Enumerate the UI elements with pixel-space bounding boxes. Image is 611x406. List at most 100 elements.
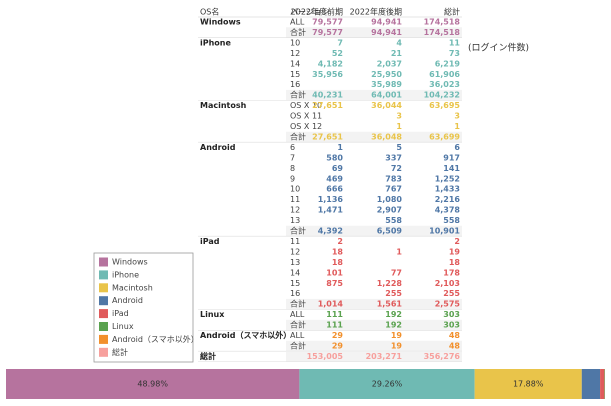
version-cell: 合計 bbox=[290, 27, 306, 37]
version-cell: 合計 bbox=[290, 320, 306, 330]
value-cell: 52 bbox=[332, 49, 343, 58]
value-cell: 1,014 bbox=[318, 300, 344, 309]
value-cell: 2 bbox=[454, 237, 460, 246]
value-cell: 303 bbox=[443, 321, 460, 330]
version-cell: ALL bbox=[290, 310, 305, 319]
legend-label: Android（スマホ以外） bbox=[112, 334, 199, 344]
value-cell: 767 bbox=[385, 185, 402, 194]
value-cell: 1,080 bbox=[377, 195, 403, 204]
header-cell: 2022年度前期 bbox=[291, 7, 343, 17]
value-cell: 64,001 bbox=[371, 91, 402, 100]
value-cell: 2,907 bbox=[377, 206, 402, 215]
legend-label: iPad bbox=[112, 309, 129, 318]
value-cell: 29 bbox=[332, 341, 344, 350]
version-cell: 12 bbox=[290, 206, 300, 215]
share-segment bbox=[474, 369, 582, 399]
value-cell: 11 bbox=[449, 38, 461, 47]
sum-row-bg bbox=[286, 131, 462, 143]
value-cell: 69 bbox=[332, 164, 344, 173]
version-cell: 15 bbox=[290, 279, 300, 288]
value-cell: 4,182 bbox=[318, 59, 343, 68]
sum-row-bg bbox=[286, 225, 462, 237]
value-cell: 5 bbox=[396, 143, 402, 152]
value-cell: 558 bbox=[443, 216, 460, 225]
value-cell: 1,471 bbox=[318, 206, 344, 215]
value-cell: 192 bbox=[385, 310, 402, 319]
version-cell: 14 bbox=[290, 268, 300, 277]
value-cell: 356,276 bbox=[424, 352, 461, 361]
share-label: 17.88% bbox=[513, 380, 544, 389]
version-cell: 11 bbox=[290, 237, 300, 246]
version-cell: 12 bbox=[290, 247, 300, 256]
value-cell: 6,509 bbox=[377, 227, 403, 236]
value-cell: 875 bbox=[326, 279, 343, 288]
share-segment bbox=[604, 369, 605, 399]
version-cell: 合計 bbox=[290, 226, 306, 236]
value-cell: 36,044 bbox=[371, 101, 402, 110]
value-cell: 2,037 bbox=[377, 59, 402, 68]
version-cell: 合計 bbox=[290, 131, 306, 141]
legend-swatch bbox=[99, 257, 108, 267]
value-cell: 27,651 bbox=[312, 101, 343, 110]
legend-label: Macintosh bbox=[112, 283, 153, 292]
os-name: Windows bbox=[200, 18, 241, 27]
version-cell: 6 bbox=[290, 143, 295, 152]
value-cell: 1 bbox=[396, 247, 402, 256]
value-cell: 666 bbox=[326, 185, 343, 194]
value-cell: 25,950 bbox=[371, 70, 402, 79]
version-cell: OS X 12 bbox=[290, 122, 322, 131]
version-cell: 10 bbox=[290, 38, 300, 47]
sum-row-bg bbox=[286, 27, 462, 38]
value-cell: 19 bbox=[391, 331, 403, 340]
value-cell: 18 bbox=[332, 247, 344, 256]
share-label: 48.98% bbox=[137, 380, 168, 389]
value-cell: 63,699 bbox=[429, 132, 460, 141]
value-cell: 48 bbox=[449, 331, 461, 340]
value-cell: 40,231 bbox=[312, 91, 343, 100]
value-cell: 1,252 bbox=[435, 174, 460, 183]
value-cell: 2 bbox=[337, 237, 343, 246]
version-cell: 合計 bbox=[290, 90, 306, 100]
legend-label: Linux bbox=[112, 322, 134, 331]
value-cell: 303 bbox=[443, 310, 460, 319]
os-name: Android bbox=[200, 143, 236, 152]
value-cell: 4,392 bbox=[318, 227, 343, 236]
share-label: 29.26% bbox=[372, 380, 403, 389]
value-cell: 73 bbox=[449, 49, 460, 58]
value-cell: 35,989 bbox=[371, 80, 402, 89]
value-cell: 61,906 bbox=[429, 70, 460, 79]
legend-swatch bbox=[99, 322, 108, 331]
value-cell: 337 bbox=[385, 153, 402, 162]
value-cell: 1,228 bbox=[377, 279, 403, 288]
version-cell: 合計 bbox=[290, 299, 306, 309]
annotation: (ログイン件数) bbox=[468, 42, 529, 54]
legend-swatch bbox=[99, 283, 108, 293]
value-cell: 1 bbox=[337, 143, 343, 152]
share-segment bbox=[6, 369, 300, 399]
value-cell: 3 bbox=[396, 112, 402, 121]
value-cell: 6,219 bbox=[435, 59, 461, 68]
sum-row-bg bbox=[286, 298, 462, 310]
value-cell: 101 bbox=[326, 268, 343, 277]
value-cell: 6 bbox=[454, 143, 460, 152]
share-segment bbox=[299, 369, 475, 399]
value-cell: 36,048 bbox=[371, 132, 402, 141]
legend-label: Windows bbox=[112, 258, 148, 267]
value-cell: 104,232 bbox=[424, 91, 460, 100]
version-cell: 13 bbox=[290, 216, 300, 225]
os-name: Android（スマホ以外） bbox=[200, 330, 291, 340]
version-cell: 7 bbox=[290, 153, 295, 162]
value-cell: 94,941 bbox=[371, 18, 402, 27]
version-cell: 16 bbox=[290, 289, 300, 298]
value-cell: 4,378 bbox=[435, 206, 461, 215]
sum-row-bg bbox=[286, 340, 462, 352]
version-cell: 8 bbox=[290, 164, 295, 173]
value-cell: 48 bbox=[449, 341, 461, 350]
os-name: iPhone bbox=[200, 38, 231, 47]
value-cell: 174,518 bbox=[424, 28, 461, 37]
value-cell: 783 bbox=[385, 174, 402, 183]
header-cell: バージョン bbox=[290, 8, 330, 17]
version-cell: 11 bbox=[290, 195, 300, 204]
value-cell: 917 bbox=[443, 153, 460, 162]
